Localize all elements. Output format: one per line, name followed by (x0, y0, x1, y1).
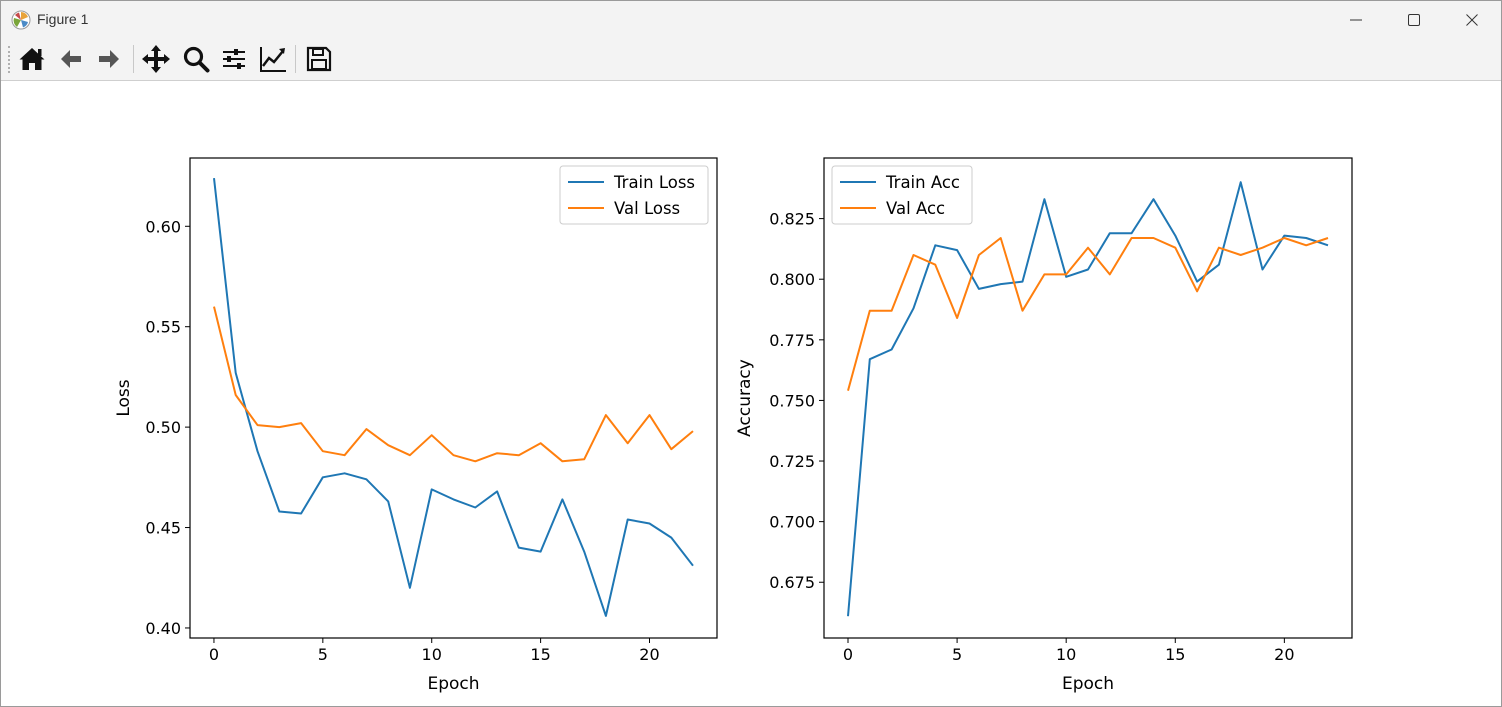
home-icon (18, 45, 46, 73)
x-tick-label: 20 (639, 645, 659, 664)
maximize-button[interactable] (1385, 1, 1443, 39)
arrow-right-icon (95, 45, 123, 73)
legend: Train Acc Val Acc (832, 166, 972, 224)
y-tick-label: 0.45 (145, 519, 181, 538)
y-tick-label: 0.800 (769, 270, 815, 289)
y-tick-label: 0.825 (769, 210, 815, 229)
arrow-left-icon (57, 45, 85, 73)
matplotlib-logo-icon (11, 10, 31, 30)
figure-canvas[interactable]: 0 5 10 15 20 0.40 0.45 0.50 0.55 0.60 Epoch Loss Tra… (1, 81, 1501, 706)
series-line-2 (848, 238, 1328, 391)
x-tick-label: 15 (1165, 645, 1185, 664)
y-tick-label: 0.725 (769, 452, 815, 471)
x-tick-label: 20 (1274, 645, 1294, 664)
x-tick-label: 10 (422, 645, 442, 664)
y-tick-label: 0.675 (769, 573, 815, 592)
navigation-toolbar (1, 39, 1501, 81)
legend-label: Train Loss (613, 173, 695, 192)
toolbar-separator (295, 45, 296, 73)
close-button[interactable] (1443, 1, 1501, 39)
line-chart-icon (258, 44, 288, 74)
y-tick-label: 0.55 (145, 318, 181, 337)
x-axis-label: Epoch (1062, 674, 1114, 694)
sliders-icon (220, 45, 248, 73)
floppy-disk-icon (305, 45, 333, 73)
y-tick-label: 0.750 (769, 391, 815, 410)
legend-label: Train Acc (885, 173, 960, 192)
y-tick-label: 0.700 (769, 513, 815, 532)
y-axis-label: Accuracy (735, 359, 755, 437)
home-button[interactable] (15, 42, 49, 76)
back-button[interactable] (54, 42, 88, 76)
legend-label: Val Acc (886, 199, 945, 218)
y-axis-label: Loss (114, 379, 134, 416)
x-axis-label: Epoch (427, 674, 479, 694)
minimize-icon (1349, 13, 1363, 27)
legend: Train Loss Val Loss (560, 166, 708, 224)
chart-2: 0 5 10 15 20 0.675 0.700 0.725 0.750 0.775 0.800 0.… (735, 158, 1352, 694)
toolbar-separator (133, 45, 134, 73)
move-arrows-icon (141, 44, 171, 74)
pan-button[interactable] (139, 42, 173, 76)
y-tick-label: 0.60 (145, 217, 181, 236)
x-tick-label: 0 (209, 645, 219, 664)
magnifier-icon (182, 45, 210, 73)
figure-svg[interactable]: 0 5 10 15 20 0.40 0.45 0.50 0.55 0.60 Epoch Loss Tra… (1, 81, 1501, 706)
y-tick-label: 0.50 (145, 418, 181, 437)
chart-1: 0 5 10 15 20 0.40 0.45 0.50 0.55 0.60 Epoch Loss Tra… (114, 158, 717, 694)
save-button[interactable] (302, 42, 336, 76)
series-line-2 (214, 307, 693, 462)
title-bar: Figure 1 (1, 1, 1501, 39)
forward-button[interactable] (92, 42, 126, 76)
window-title: Figure 1 (37, 11, 88, 27)
series-line-1 (214, 178, 693, 616)
edit-axes-button[interactable] (256, 42, 290, 76)
x-tick-label: 10 (1056, 645, 1076, 664)
minimize-button[interactable] (1327, 1, 1385, 39)
x-tick-label: 5 (318, 645, 328, 664)
y-tick-label: 0.40 (145, 619, 181, 638)
zoom-button[interactable] (179, 42, 213, 76)
x-tick-label: 0 (843, 645, 853, 664)
plot-frame (824, 158, 1352, 638)
maximize-icon (1407, 13, 1421, 27)
legend-label: Val Loss (614, 199, 680, 218)
x-tick-label: 5 (952, 645, 962, 664)
toolbar-grip (8, 46, 12, 73)
subplots-button[interactable] (217, 42, 251, 76)
close-icon (1465, 13, 1479, 27)
y-tick-label: 0.775 (769, 331, 815, 350)
x-tick-label: 15 (530, 645, 550, 664)
plot-frame (190, 158, 717, 638)
